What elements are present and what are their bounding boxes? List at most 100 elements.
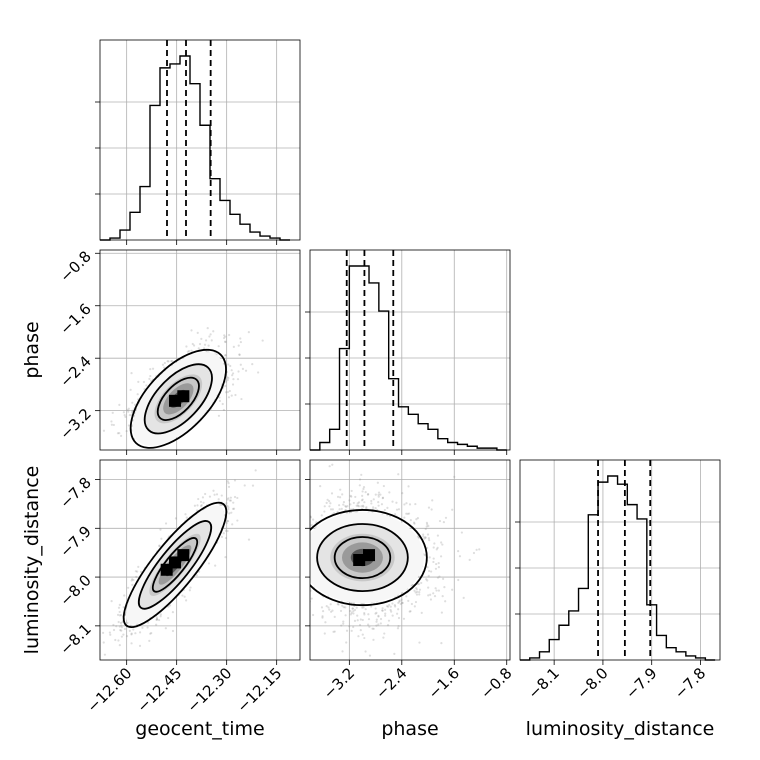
- scatter-point: [227, 482, 230, 485]
- scatter-point: [377, 615, 380, 618]
- scatter-point: [364, 608, 367, 611]
- scatter-point: [321, 610, 325, 613]
- scatter-point: [417, 535, 420, 539]
- density-peak-cell: [353, 554, 366, 566]
- x-tick-label: −12.15: [234, 664, 286, 716]
- density-peak-cell: [177, 390, 190, 403]
- scatter-point: [236, 496, 239, 500]
- scatter-point: [125, 429, 128, 433]
- scatter-point: [442, 521, 445, 524]
- histogram-geocent_time: [100, 55, 290, 241]
- scatter-point: [199, 500, 203, 503]
- scatter-point: [433, 595, 437, 598]
- scatter-point: [440, 642, 443, 645]
- scatter-point: [226, 498, 229, 501]
- scatter-point: [118, 603, 121, 606]
- scatter-point: [241, 367, 245, 370]
- scatter-point: [457, 578, 460, 582]
- scatter-point: [224, 340, 227, 343]
- scatter-point: [339, 609, 343, 613]
- scatter-point: [120, 624, 123, 627]
- scatter-point: [224, 354, 227, 357]
- scatter-point: [361, 494, 364, 497]
- scatter-point: [225, 391, 228, 394]
- scatter-point: [396, 627, 400, 630]
- scatter-point: [462, 596, 465, 599]
- scatter-point: [407, 512, 411, 515]
- scatter-point: [110, 423, 113, 426]
- scatter-point: [159, 615, 162, 618]
- scatter-point: [405, 502, 408, 505]
- scatter-point: [301, 583, 303, 585]
- scatter-point: [261, 339, 264, 342]
- scatter-point: [377, 614, 380, 617]
- scatter-point: [196, 331, 199, 334]
- scatter-point: [409, 610, 412, 613]
- scatter-point: [200, 337, 203, 340]
- scatter-point: [130, 579, 133, 582]
- scatter-point: [400, 598, 403, 601]
- scatter-point: [380, 503, 384, 506]
- scatter-point: [381, 607, 384, 610]
- scatter-point: [224, 335, 227, 338]
- x-tick-label: −12.60: [84, 664, 136, 716]
- scatter-point: [209, 333, 212, 336]
- scatter-point: [167, 605, 170, 608]
- scatter-point: [348, 499, 351, 502]
- scatter-point: [305, 573, 307, 575]
- scatter-point: [221, 402, 224, 406]
- scatter-point: [122, 411, 125, 414]
- scatter-point: [254, 469, 257, 472]
- scatter-point: [360, 499, 364, 502]
- scatter-point: [146, 621, 150, 624]
- scatter-point: [367, 623, 370, 626]
- scatter-point: [458, 555, 462, 558]
- scatter-point: [237, 370, 240, 373]
- scatter-point: [336, 603, 339, 606]
- scatter-point: [440, 611, 443, 614]
- axes-frame: [309, 249, 511, 451]
- scatter-point: [159, 528, 162, 531]
- scatter-point: [321, 615, 324, 618]
- scatter-point: [311, 613, 315, 617]
- scatter-point: [384, 608, 387, 611]
- scatter-point: [319, 485, 322, 488]
- scatter-point: [185, 516, 188, 519]
- contour-line: [129, 348, 227, 449]
- scatter-point: [435, 589, 438, 592]
- scatter-point: [375, 611, 378, 614]
- scatter-point: [204, 339, 208, 342]
- scatter-point: [148, 456, 150, 458]
- scatter-point: [226, 504, 229, 508]
- scatter-point: [360, 505, 363, 508]
- scatter-point: [401, 601, 404, 605]
- scatter-point: [381, 609, 384, 612]
- scatter-point: [350, 611, 353, 614]
- scatter-point: [118, 610, 121, 614]
- scatter-point: [414, 600, 418, 604]
- scatter-point: [429, 457, 431, 459]
- scatter-point: [420, 581, 423, 585]
- scatter-point: [325, 501, 328, 505]
- scatter-point: [207, 344, 210, 347]
- scatter-point: [386, 623, 390, 627]
- scatter-point: [432, 592, 435, 595]
- scatter-point: [192, 344, 196, 347]
- scatter-point: [135, 575, 138, 578]
- scatter-point: [382, 636, 385, 639]
- scatter-point: [116, 613, 120, 616]
- scatter-point: [305, 541, 307, 543]
- scatter-point: [362, 505, 365, 508]
- scatter-point: [146, 626, 149, 629]
- scatter-point: [362, 486, 366, 489]
- scatter-point: [110, 420, 113, 423]
- scatter-point: [387, 605, 390, 608]
- scatter-point: [437, 566, 440, 569]
- scatter-point: [227, 396, 231, 399]
- scatter-point: [184, 513, 187, 516]
- scatter-point: [337, 603, 340, 606]
- scatter-point: [111, 411, 114, 414]
- scatter-point: [196, 504, 199, 507]
- scatter-point: [133, 403, 137, 406]
- scatter-point: [436, 576, 440, 579]
